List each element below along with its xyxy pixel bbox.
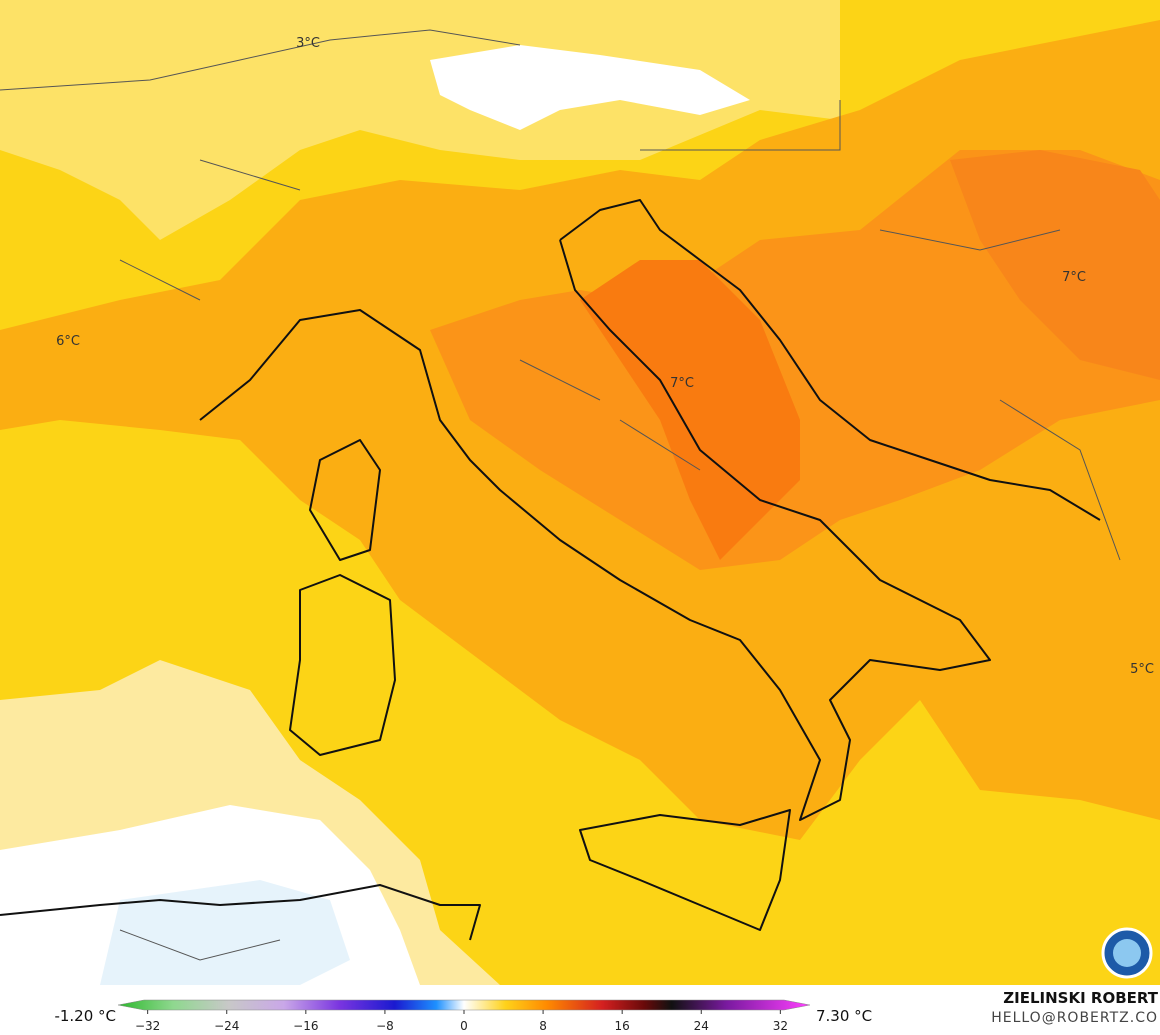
map-label: 7°C <box>670 376 694 391</box>
colorbar-tick-label: −24 <box>214 1019 239 1033</box>
warmer-region <box>430 150 1160 570</box>
coastline <box>0 884 481 941</box>
credit-contact: HELLO@ROBERTZ.CO <box>991 1010 1158 1026</box>
warmest-region <box>580 260 800 560</box>
colorbar-tick-label: −8 <box>376 1019 394 1033</box>
noaa-logo-inner <box>1113 939 1141 967</box>
coastline <box>199 239 991 821</box>
colorbar-tick-label: 32 <box>773 1019 788 1033</box>
map-label: 3°C <box>296 36 320 51</box>
coastline <box>289 574 396 756</box>
colorbar: −32 −24 −16 −8 0 8 16 24 32 -1.20 °C 7.30 °C <box>54 999 872 1033</box>
colorbar-min-label: -1.20 °C <box>54 1007 116 1025</box>
cold-region <box>100 880 350 985</box>
map-labels: 3°C 6°C 7°C 7°C 5°C <box>56 36 1154 677</box>
colorbar-bar <box>117 999 811 1011</box>
coastline <box>309 439 381 561</box>
colorbar-tick-label: 24 <box>694 1019 709 1033</box>
map-label: 7°C <box>1062 270 1086 285</box>
colorbar-tick-label: −32 <box>135 1019 160 1033</box>
coastline <box>559 199 1101 521</box>
map: 3°C 6°C 7°C 7°C 5°C <box>0 0 1160 985</box>
colorbar-tick-label: −16 <box>293 1019 318 1033</box>
map-label: 5°C <box>1130 662 1154 677</box>
colorbar-tick-label: 8 <box>539 1019 547 1033</box>
colorbar-tick-label: 0 <box>460 1019 468 1033</box>
colorbar-tick-label: 16 <box>615 1019 630 1033</box>
border <box>0 29 1121 961</box>
credit-name: ZIELINSKI ROBERT <box>1003 989 1158 1007</box>
warmest-region <box>950 150 1160 380</box>
cold-region <box>430 45 750 130</box>
map-label: 6°C <box>56 334 80 349</box>
colorbar-max-label: 7.30 °C <box>816 1007 872 1025</box>
coastline <box>579 809 791 931</box>
